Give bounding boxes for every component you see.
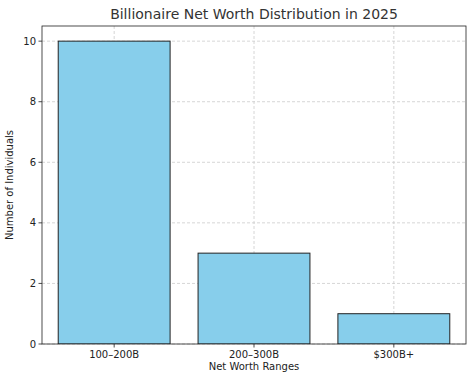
bars bbox=[58, 41, 450, 344]
bar bbox=[58, 41, 170, 344]
x-tick bbox=[114, 344, 115, 348]
chart-container: 0 2 4 6 8 10 100–200B 200–300B $300B+ Billionaire… bbox=[0, 0, 468, 376]
x-axis-label: Net Worth Ranges bbox=[209, 361, 300, 372]
x-tick bbox=[254, 344, 255, 348]
chart-svg: 0 2 4 6 8 10 100–200B 200–300B $300B+ Billionaire… bbox=[0, 0, 468, 376]
bar bbox=[338, 314, 450, 344]
x-tick bbox=[393, 344, 394, 348]
x-tick-label: $300B+ bbox=[373, 349, 414, 360]
y-tick-label: 6 bbox=[30, 157, 36, 168]
y-tick bbox=[39, 222, 43, 223]
grid-line-x bbox=[393, 26, 394, 344]
x-tick-label: 200–300B bbox=[229, 349, 279, 360]
y-tick-label: 8 bbox=[30, 96, 36, 107]
plot-frame bbox=[42, 26, 466, 344]
x-axis: 100–200B 200–300B $300B+ bbox=[89, 344, 414, 360]
y-tick bbox=[39, 101, 43, 102]
bar bbox=[198, 253, 310, 344]
y-axis-label: Number of Individuals bbox=[4, 130, 15, 240]
y-tick bbox=[39, 283, 43, 284]
chart-title: Billionaire Net Worth Distribution in 20… bbox=[110, 6, 398, 22]
y-tick-label: 0 bbox=[30, 339, 36, 350]
y-tick bbox=[39, 41, 43, 42]
y-tick-label: 2 bbox=[30, 278, 36, 289]
y-tick bbox=[39, 344, 43, 345]
y-tick-label: 4 bbox=[30, 217, 36, 228]
grid bbox=[42, 26, 466, 344]
y-tick-label: 10 bbox=[23, 36, 36, 47]
y-axis: 0 2 4 6 8 10 bbox=[23, 36, 42, 350]
x-tick-label: 100–200B bbox=[89, 349, 139, 360]
y-tick bbox=[39, 162, 43, 163]
